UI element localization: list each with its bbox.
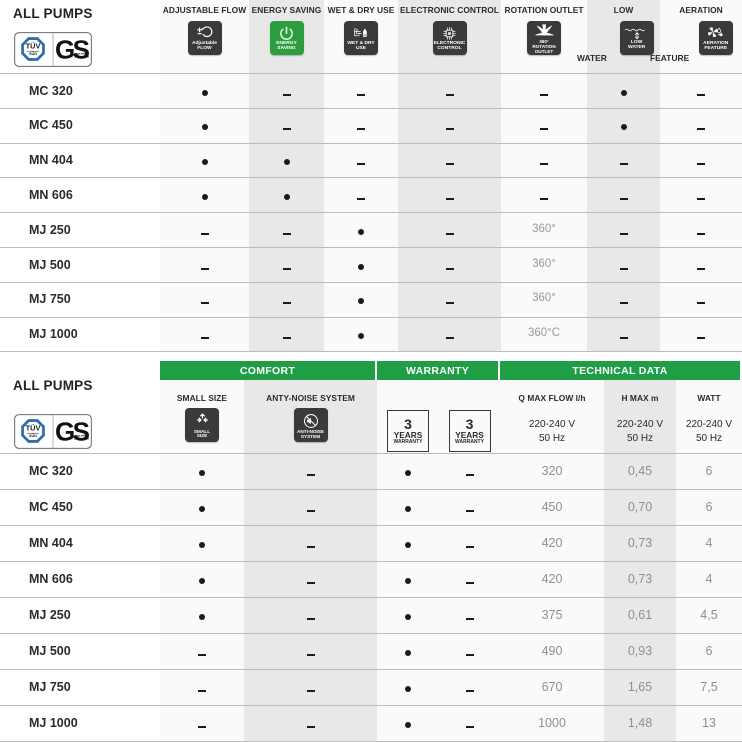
svg-text:SÜD: SÜD	[29, 433, 37, 438]
svg-text:Sicherheit: Sicherheit	[74, 55, 89, 59]
svg-text:GS: GS	[55, 417, 90, 447]
svg-text:TÜV: TÜV	[26, 424, 41, 433]
svg-text:GS: GS	[55, 35, 90, 65]
svg-text:SÜD: SÜD	[29, 51, 37, 56]
svg-text:TÜV: TÜV	[26, 42, 41, 51]
svg-text:Sicherheit: Sicherheit	[74, 437, 89, 441]
